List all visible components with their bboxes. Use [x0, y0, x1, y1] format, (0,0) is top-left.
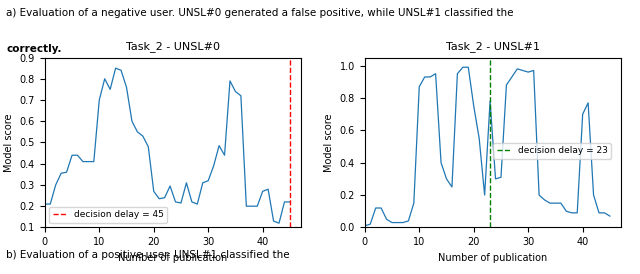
- Text: a) Evaluation of a negative user. UNSL#0 generated a false positive, while UNSL#: a) Evaluation of a negative user. UNSL#0…: [6, 8, 514, 18]
- Title: Task_2 - UNSL#1: Task_2 - UNSL#1: [446, 41, 540, 52]
- Text: correctly.: correctly.: [6, 44, 62, 54]
- Y-axis label: Model score: Model score: [324, 113, 334, 172]
- Title: Task_2 - UNSL#0: Task_2 - UNSL#0: [126, 41, 220, 52]
- Text: b) Evaluation of a positive user. UNSL#1 classified the: b) Evaluation of a positive user. UNSL#1…: [6, 250, 290, 260]
- X-axis label: Number of publication: Number of publication: [118, 253, 227, 263]
- Legend: decision delay = 23: decision delay = 23: [493, 143, 611, 159]
- Y-axis label: Model score: Model score: [4, 113, 14, 172]
- X-axis label: Number of publication: Number of publication: [438, 253, 547, 263]
- Legend: decision delay = 45: decision delay = 45: [49, 207, 167, 223]
